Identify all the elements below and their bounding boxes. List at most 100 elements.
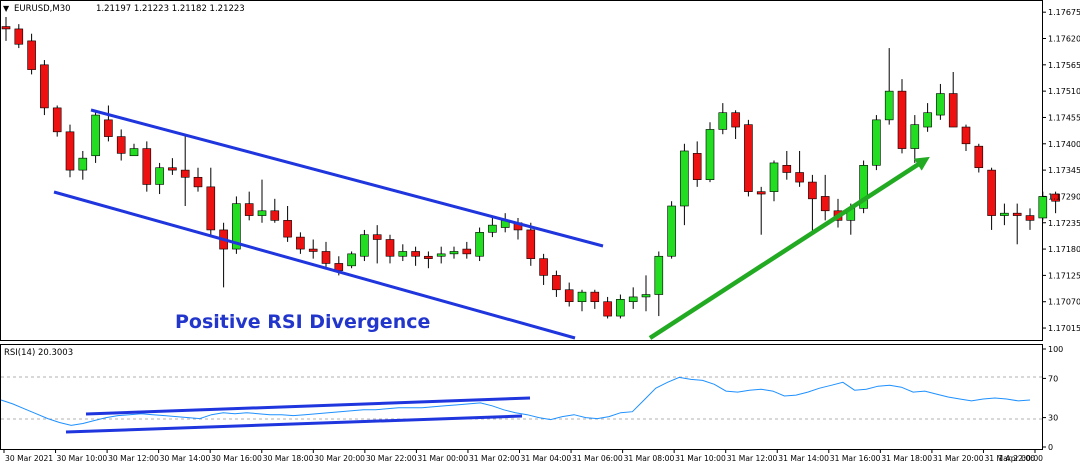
bull-candle [360,234,369,257]
bull-candle [936,93,945,116]
bear-candle [40,64,49,109]
price-tick-label: 1.17675 [1048,8,1080,17]
time-tick-label: 30 Mar 2021 [5,454,53,463]
bear-candle [180,169,190,178]
bear-candle [206,186,216,231]
rsi-panel-frame [0,344,1043,450]
time-tick-label: 1 Apr 00:00 [998,454,1043,463]
channel-upper-line [90,108,604,248]
bear-candle [897,90,907,149]
bear-candle [142,148,152,185]
time-tick-label: 31 Mar 06:00 [572,454,623,463]
time-tick-label: 31 Mar 04:00 [521,454,572,463]
bear-candle [961,126,971,145]
time-tick-label: 30 Mar 16:00 [211,454,262,463]
bear-candle [52,107,62,133]
bull-candle [436,253,446,257]
bear-candle [283,220,292,238]
bear-candle [782,165,792,173]
bear-candle [244,203,254,216]
time-tick-label: 31 Mar 18:00 [881,454,932,463]
bear-candle [603,301,612,317]
bear-candle [104,119,113,137]
bear-candle [590,291,600,303]
bull-candle [654,255,664,295]
rsi-tick-label: 0 [1048,443,1053,452]
time-tick-label: 30 Mar 20:00 [314,454,365,463]
bear-candle [539,258,548,276]
time-tick-label: 30 Mar 12:00 [108,454,159,463]
bull-candle [398,251,408,257]
price-tick-label: 1.17565 [1048,61,1080,70]
bull-candle [923,112,932,128]
bull-candle [449,251,459,255]
rsi-lower-line [65,414,523,434]
bull-candle [577,291,587,303]
bear-candle [820,196,830,212]
bull-candle [680,150,689,207]
bull-candle [78,157,88,171]
bull-candle [347,253,356,267]
bear-candle [731,112,740,128]
price-tick-label: 1.17345 [1048,166,1080,175]
bear-candle [692,153,702,180]
uptrend-arrow [648,156,930,340]
bear-candle [296,236,305,250]
bull-candle [769,162,779,192]
price-tick-label: 1.17455 [1048,113,1080,122]
time-tick-label: 31 Mar 22:00 [984,454,1035,463]
bear-candle [564,289,574,303]
price-tick-label: 1.17400 [1048,140,1080,149]
rsi-axis: 100 70 30 0 [1042,345,1063,452]
bull-candle [91,114,100,157]
time-tick-label: 30 Mar 14:00 [160,454,211,463]
bull-candle [257,210,267,216]
rsi-upper-line [85,396,531,416]
time-tick-label: 31 Mar 20:00 [933,454,984,463]
bull-candle [859,165,868,209]
bear-candle [168,167,177,171]
bull-candle [616,299,625,317]
bear-candle [14,28,24,45]
bear-candle [987,169,996,216]
price-tick-label: 1.17620 [1048,35,1080,44]
bear-candle [308,248,318,252]
bull-candle [705,129,715,180]
rsi-line [0,376,1031,426]
bear-candle [756,191,766,195]
time-tick-label: 31 Mar 12:00 [727,454,778,463]
time-tick-label: 31 Mar 10:00 [675,454,726,463]
channel-lower-line [53,190,576,340]
time-axis: 30 Mar 2021 30 Mar 10:00 30 Mar 12:00 30 Ma… [3,449,1043,463]
price-tick-label: 1.17125 [1048,271,1080,280]
time-tick-label: 31 Mar 02:00 [469,454,520,463]
bull-candle [718,112,728,130]
bull-candle [641,294,651,298]
bull-candle [667,205,676,257]
bear-candle [116,136,126,154]
bull-candle [628,296,638,303]
bear-candle [411,251,420,257]
bull-candle [232,203,241,250]
chart-symbol-label: EURUSD,M30 [14,4,71,14]
price-tick-label: 1.17510 [1048,87,1080,96]
bear-candle [321,251,331,264]
symbol-dropdown-icon[interactable]: ▼ [3,4,10,13]
bull-candle [1000,212,1009,216]
chart-ohlc-label: 1.21197 1.21223 1.21182 1.21223 [96,4,245,14]
price-tick-label: 1.17180 [1048,245,1080,254]
bull-candle [872,119,881,166]
bull-candle [884,90,894,121]
bear-candle [65,131,75,171]
bear-candle [462,248,472,255]
bull-candle [475,232,484,257]
price-axis: 1.17675 1.17620 1.17565 1.17510 1.17455 1.174… [1042,8,1080,333]
bull-candle [155,167,164,185]
bear-candle [270,210,280,221]
bear-candle [1012,212,1022,216]
time-tick-label: 31 Mar 16:00 [830,454,881,463]
bull-candle [488,224,497,233]
rsi-tick-label: 70 [1048,374,1058,383]
